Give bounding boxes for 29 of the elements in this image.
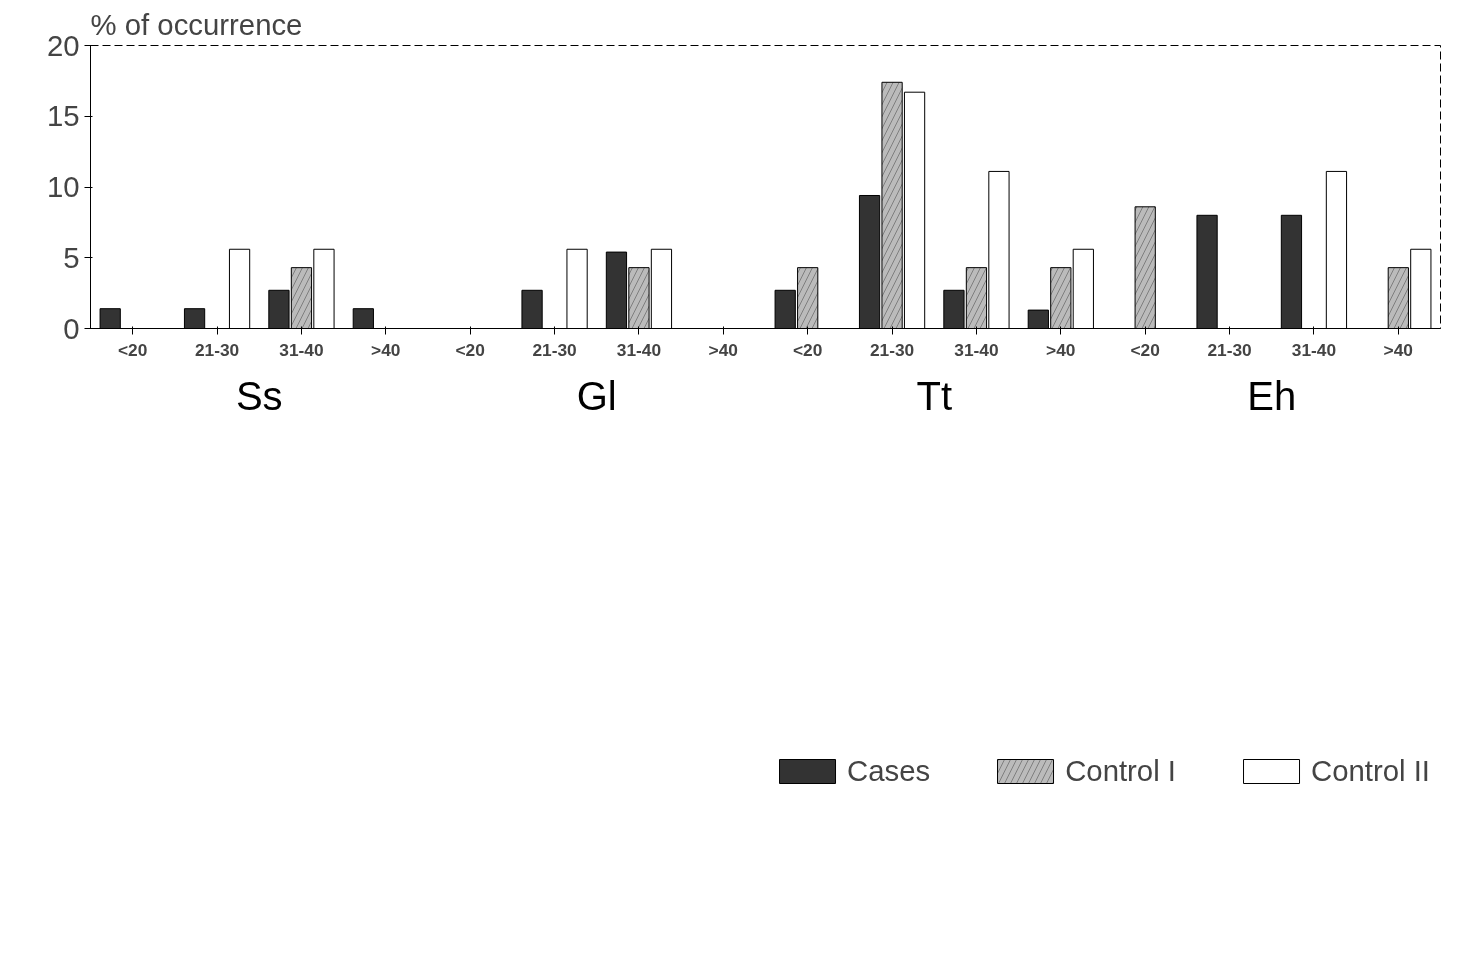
legend-label: Control II xyxy=(1311,754,1430,788)
x-tick-label: 21-30 xyxy=(1207,339,1252,360)
x-tick-label: <20 xyxy=(117,339,148,360)
y-tick-label: 20 xyxy=(46,28,80,62)
text: Gl xyxy=(576,373,617,418)
x-tick-label: <20 xyxy=(792,339,823,360)
x-tick-label: 21-30 xyxy=(869,339,915,360)
x-tick-label: 21-30 xyxy=(194,339,240,360)
x-tick-label: 31-40 xyxy=(279,339,324,360)
text: Eh xyxy=(1247,373,1297,418)
x-tick-label: <20 xyxy=(455,339,485,360)
x-tick-label: 31-40 xyxy=(616,339,662,360)
x-tick-label: 31-40 xyxy=(954,339,999,360)
y-tick-label: 10 xyxy=(46,170,80,203)
x-tick-label: 31-40 xyxy=(1291,339,1337,360)
text: Ss xyxy=(235,373,283,418)
x-tick-label: 21-30 xyxy=(532,339,577,360)
x-tick-label: <20 xyxy=(1130,339,1160,360)
y-tick-label: 0 xyxy=(63,311,80,345)
x-tick-label: >40 xyxy=(1383,339,1414,360)
y-tick-label: 15 xyxy=(46,99,80,133)
x-tick-label: >40 xyxy=(371,339,401,360)
x-tick-label: >40 xyxy=(1046,339,1076,360)
legend-label: Control I xyxy=(1065,754,1176,788)
y-tick-label: 5 xyxy=(63,240,80,274)
x-tick-label: >40 xyxy=(708,339,739,360)
legend-label: Cases xyxy=(847,754,931,788)
text: Tt xyxy=(916,373,953,418)
y-axis-title: % of occurrence xyxy=(90,7,303,41)
